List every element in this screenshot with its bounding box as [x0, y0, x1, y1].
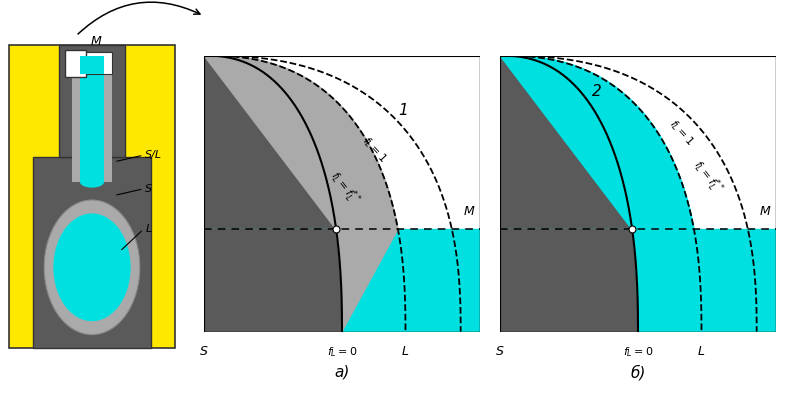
Bar [80, 103, 104, 182]
Bar [66, 49, 86, 77]
Text: $f_L=1$: $f_L=1$ [666, 117, 696, 148]
Polygon shape [500, 229, 638, 332]
Bar [33, 157, 151, 348]
Text: $f_L=0$: $f_L=0$ [326, 345, 358, 359]
Ellipse shape [44, 200, 140, 335]
Text: M: M [90, 35, 101, 48]
Text: б): б) [630, 365, 646, 380]
Polygon shape [204, 229, 480, 332]
Ellipse shape [54, 213, 130, 321]
Text: M: M [464, 205, 474, 218]
Ellipse shape [80, 176, 104, 188]
Polygon shape [500, 55, 702, 332]
Polygon shape [500, 55, 638, 332]
Text: M: M [760, 205, 770, 218]
Text: S: S [146, 184, 153, 194]
Text: S/L: S/L [146, 150, 162, 160]
Text: L: L [698, 345, 705, 358]
Bar [80, 67, 104, 157]
Text: L: L [402, 345, 409, 358]
Text: S: S [496, 345, 504, 358]
Polygon shape [204, 55, 406, 332]
Polygon shape [204, 55, 398, 332]
Polygon shape [204, 55, 342, 332]
Polygon shape [204, 229, 342, 332]
Text: S: S [200, 345, 208, 358]
Bar [80, 56, 104, 74]
Text: L: L [146, 224, 152, 234]
Text: $f_L=1$: $f_L=1$ [358, 134, 389, 165]
Bar [72, 56, 80, 157]
Text: $f_L=f_L^{**}$: $f_L=f_L^{**}$ [688, 156, 726, 198]
Bar [104, 103, 112, 182]
Text: a): a) [334, 365, 350, 379]
Bar [10, 45, 175, 348]
Bar [104, 56, 112, 157]
Polygon shape [500, 55, 694, 332]
Text: $f_L=0$: $f_L=0$ [622, 345, 654, 359]
Text: 2: 2 [592, 84, 602, 99]
Bar [72, 103, 80, 182]
Bar [59, 45, 125, 157]
Polygon shape [500, 229, 776, 332]
Text: 1: 1 [398, 103, 407, 118]
Bar [72, 52, 112, 74]
Text: $f_L=f_L^{**}$: $f_L=f_L^{**}$ [326, 167, 364, 209]
